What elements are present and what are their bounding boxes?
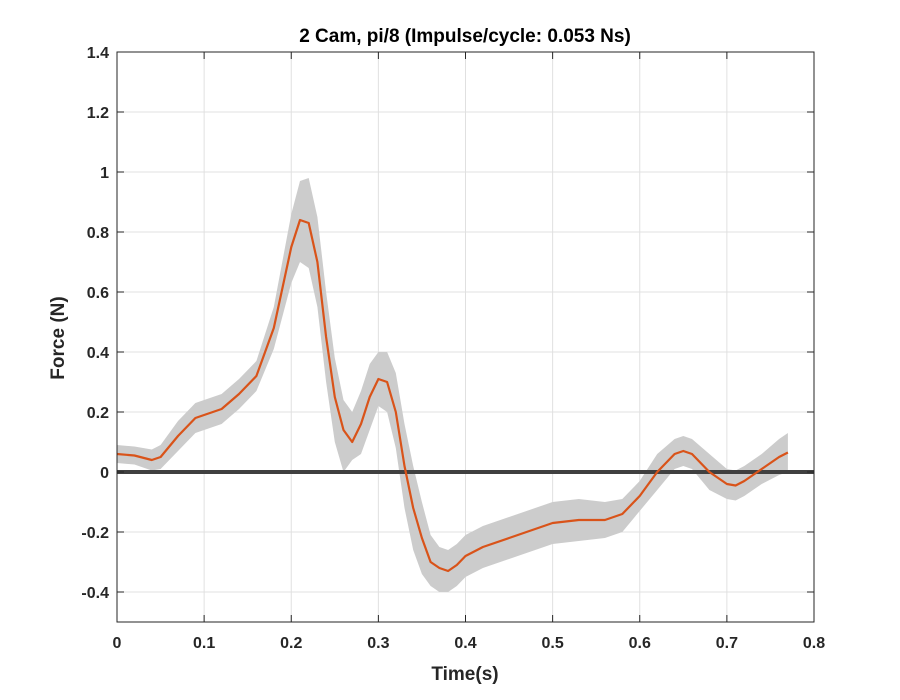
mean-line-path	[116, 218, 789, 573]
x-tick-label: 0.1	[193, 635, 215, 652]
x-tick-label: 0.3	[367, 635, 389, 652]
confidence-band	[117, 178, 788, 592]
x-tick-label: 0.5	[542, 635, 564, 652]
chart-title: 2 Cam, pi/8 (Impulse/cycle: 0.053 Ns)	[299, 26, 631, 47]
y-axis-label: Force (N)	[48, 296, 69, 379]
x-tick-label: 0.8	[803, 635, 825, 652]
y-tick-label: 1.2	[87, 105, 109, 122]
mean-force-line	[116, 218, 789, 573]
x-tick-label: 0.7	[716, 635, 738, 652]
std-band-area	[117, 178, 788, 592]
y-tick-label: 0.2	[87, 405, 109, 422]
x-tick-label: 0.4	[454, 635, 476, 652]
y-tick-label: 1.4	[87, 45, 109, 62]
y-tick-label: -0.2	[81, 525, 109, 542]
x-axis-ticks: 0 0.1 0.2 0.3 0.4 0.5 0.6 0.7 0.8	[113, 52, 825, 652]
x-tick-label: 0.2	[280, 635, 302, 652]
y-axis-ticks: -0.4 -0.2 0 0.2 0.4 0.6 0.8 1 1.2 1.4	[81, 45, 814, 602]
x-tick-label: 0	[113, 635, 122, 652]
x-axis-label: Time(s)	[431, 664, 498, 685]
y-tick-label: 1	[100, 165, 109, 182]
y-tick-label: 0	[100, 465, 109, 482]
y-tick-label: 0.4	[87, 345, 109, 362]
y-tick-label: 0.8	[87, 225, 109, 242]
y-tick-label: 0.6	[87, 285, 109, 302]
y-tick-label: -0.4	[81, 585, 109, 602]
x-tick-label: 0.6	[629, 635, 651, 652]
